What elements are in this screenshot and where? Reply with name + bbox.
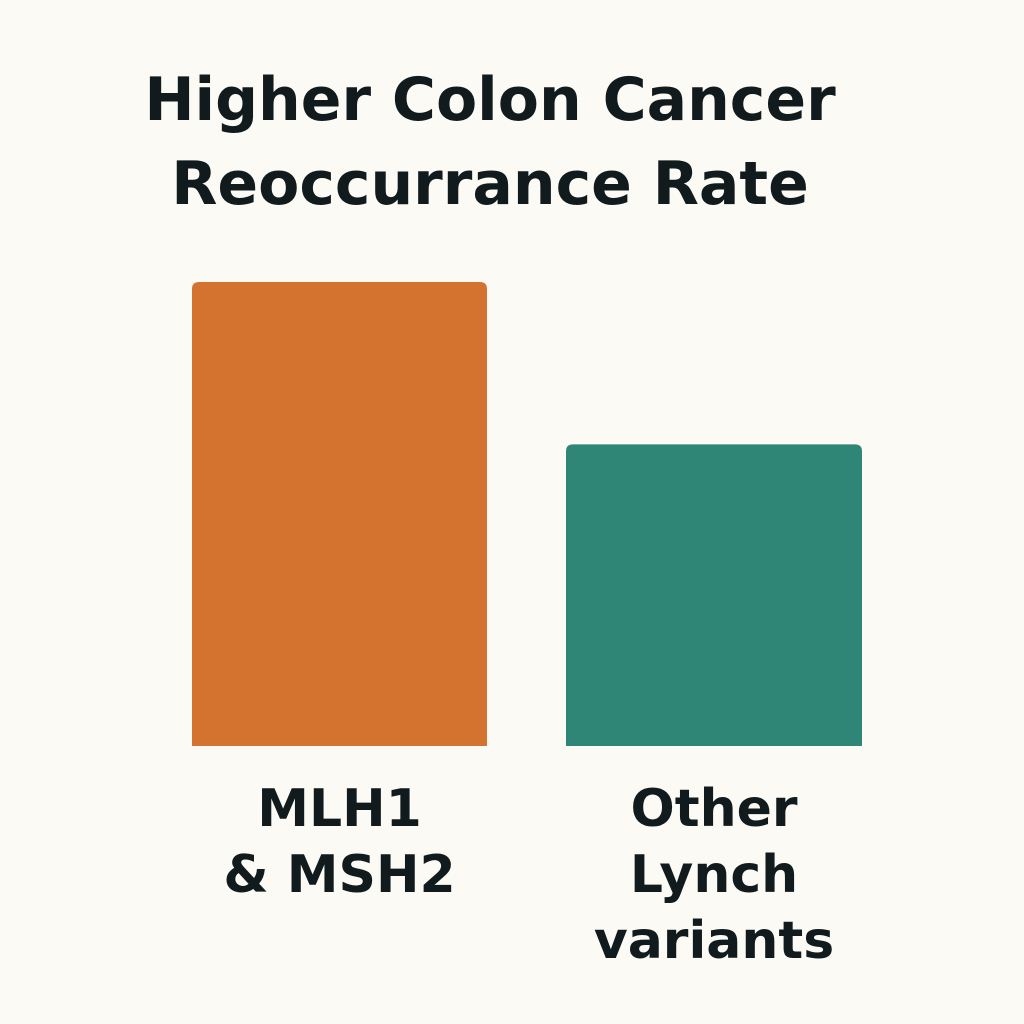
chart-title-line-2: Reoccurrance Rate — [171, 149, 809, 219]
category-label-2: Other Lynch variants — [594, 779, 834, 971]
chart-title-line-1: Higher Colon Cancer — [144, 65, 836, 135]
chart-title: Higher Colon Cancer Reoccurrance Rate — [0, 58, 980, 226]
category-label-2-line-1: Other — [631, 779, 798, 839]
category-label-1-line-1: MLH1 — [257, 779, 422, 839]
category-label-2-line-3: variants — [594, 911, 834, 971]
category-label-2-line-2: Lynch — [630, 845, 798, 905]
category-label-1-line-2: & MSH2 — [223, 845, 455, 905]
bar-1 — [192, 282, 487, 746]
category-label-1: MLH1 & MSH2 — [223, 779, 455, 905]
bar-2 — [566, 444, 862, 746]
